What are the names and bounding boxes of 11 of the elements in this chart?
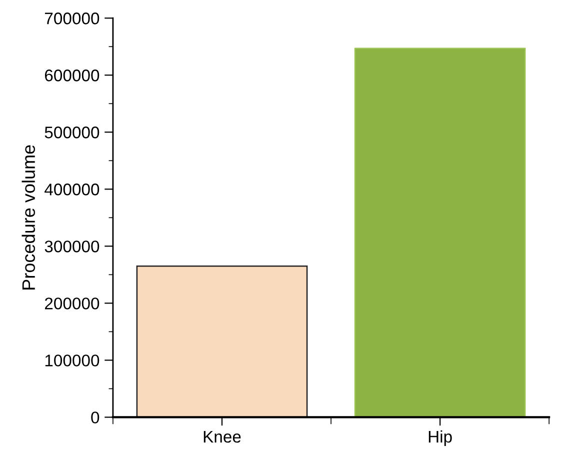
y-tick-label: 0 — [91, 412, 100, 424]
y-tick-label: 500000 — [44, 126, 100, 138]
y-tick-label: 400000 — [44, 184, 100, 196]
y-tick-label: 300000 — [44, 240, 100, 252]
x-tick-label: Hip — [428, 430, 452, 446]
y-tick-label: 200000 — [44, 298, 100, 310]
y-tick-label: 700000 — [45, 12, 100, 24]
y-tick-label: 100000 — [45, 354, 100, 366]
y-axis-title: Procedure volume — [22, 145, 36, 290]
y-tick-label: 600000 — [45, 70, 100, 82]
x-tick-label: Knee — [204, 431, 241, 443]
